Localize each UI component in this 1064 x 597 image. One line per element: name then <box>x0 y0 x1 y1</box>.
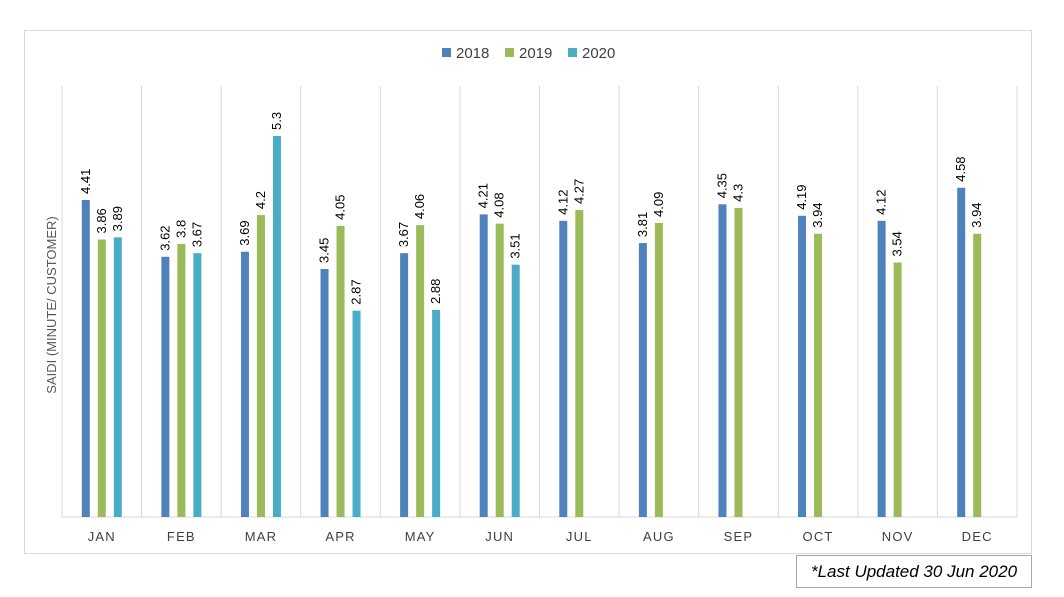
data-label: 3.51 <box>508 233 523 258</box>
bar-2020-apr <box>352 310 361 517</box>
data-label: 3.67 <box>396 222 411 247</box>
data-label: 4.12 <box>555 190 570 215</box>
bar-2018-aug <box>638 243 647 517</box>
data-label: 3.86 <box>94 208 109 233</box>
bar-2018-jul <box>559 220 568 517</box>
data-label: 4.09 <box>651 192 666 217</box>
data-label: 3.45 <box>317 238 332 263</box>
legend-swatch-2020 <box>568 48 577 57</box>
y-axis-title: SAIDI (MINUTE/ CUSTOMER) <box>44 216 59 393</box>
legend-label-2018: 2018 <box>456 45 489 62</box>
data-label: 3.94 <box>810 202 825 227</box>
bar-2020-jan <box>113 237 122 517</box>
data-label: 2.88 <box>428 279 443 304</box>
data-label: 3.89 <box>110 206 125 231</box>
data-label: 5.3 <box>269 112 284 130</box>
last-updated-text: *Last Updated 30 Jun 2020 <box>810 561 1018 581</box>
x-tick-label: SEP <box>724 529 754 544</box>
bar-2018-jan <box>81 199 90 517</box>
legend-label-2019: 2019 <box>519 45 552 62</box>
x-tick-label: MAR <box>245 529 278 544</box>
bar-2018-apr <box>320 268 329 517</box>
bar-2019-sep <box>734 207 743 518</box>
data-label: 4.2 <box>253 191 268 209</box>
bar-2018-feb <box>161 256 170 517</box>
legend-swatch-2018 <box>442 48 451 57</box>
bar-2019-may <box>416 225 425 517</box>
data-label: 4.3 <box>730 184 745 202</box>
bar-2018-dec <box>957 187 966 517</box>
bar-2018-mar <box>240 251 249 517</box>
data-label: 4.19 <box>794 184 809 209</box>
x-tick-label: NOV <box>882 529 914 544</box>
bar-2019-apr <box>336 225 345 517</box>
bar-2018-nov <box>877 220 886 517</box>
data-label: 3.54 <box>890 231 905 256</box>
data-label: 4.06 <box>412 194 427 219</box>
data-label: 4.58 <box>953 156 968 181</box>
x-tick-label: AUG <box>643 529 675 544</box>
bar-2020-jun <box>511 264 520 517</box>
legend-swatch-2019 <box>505 48 514 57</box>
x-tick-label: JAN <box>88 529 116 544</box>
legend-label-2020: 2020 <box>582 45 615 62</box>
data-label: 3.94 <box>969 202 984 227</box>
data-label: 3.62 <box>157 225 172 250</box>
x-tick-label: OCT <box>803 529 834 544</box>
bar-2019-oct <box>814 233 823 517</box>
x-tick-label: MAY <box>405 529 436 544</box>
bar-2020-may <box>432 309 441 517</box>
bar-2018-oct <box>798 215 807 517</box>
last-updated-note: *Last Updated 30 Jun 2020 <box>796 555 1032 588</box>
data-label: 4.05 <box>333 195 348 220</box>
bar-2019-dec <box>973 233 982 517</box>
bar-2020-feb <box>193 253 202 517</box>
bar-2019-nov <box>893 262 902 517</box>
data-label: 4.41 <box>78 169 93 194</box>
bar-2019-mar <box>256 215 265 517</box>
x-tick-label: APR <box>325 529 355 544</box>
data-label: 4.12 <box>874 190 889 215</box>
bar-2020-mar <box>272 136 281 517</box>
data-label: 3.69 <box>237 220 252 245</box>
bar-2019-jun <box>495 223 504 517</box>
bar-2018-jun <box>479 214 488 517</box>
x-tick-label: JUN <box>485 529 514 544</box>
bar-2019-feb <box>177 243 186 517</box>
x-tick-label: JUL <box>566 529 593 544</box>
bar-2018-may <box>400 253 409 517</box>
data-label: 4.21 <box>476 183 491 208</box>
bar-2018-sep <box>718 204 727 517</box>
x-tick-label: FEB <box>167 529 196 544</box>
data-label: 4.08 <box>492 192 507 217</box>
data-label: 3.81 <box>635 212 650 237</box>
bar-2019-jan <box>97 239 106 518</box>
bar-2019-aug <box>654 222 663 517</box>
bar-2019-jul <box>575 210 584 517</box>
chart-frame <box>24 30 1032 554</box>
data-label: 4.35 <box>714 173 729 198</box>
x-tick-label: DEC <box>962 529 993 544</box>
data-label: 4.27 <box>571 179 586 204</box>
data-label: 3.8 <box>173 220 188 238</box>
data-label: 2.87 <box>349 279 364 304</box>
data-label: 3.67 <box>189 222 204 247</box>
